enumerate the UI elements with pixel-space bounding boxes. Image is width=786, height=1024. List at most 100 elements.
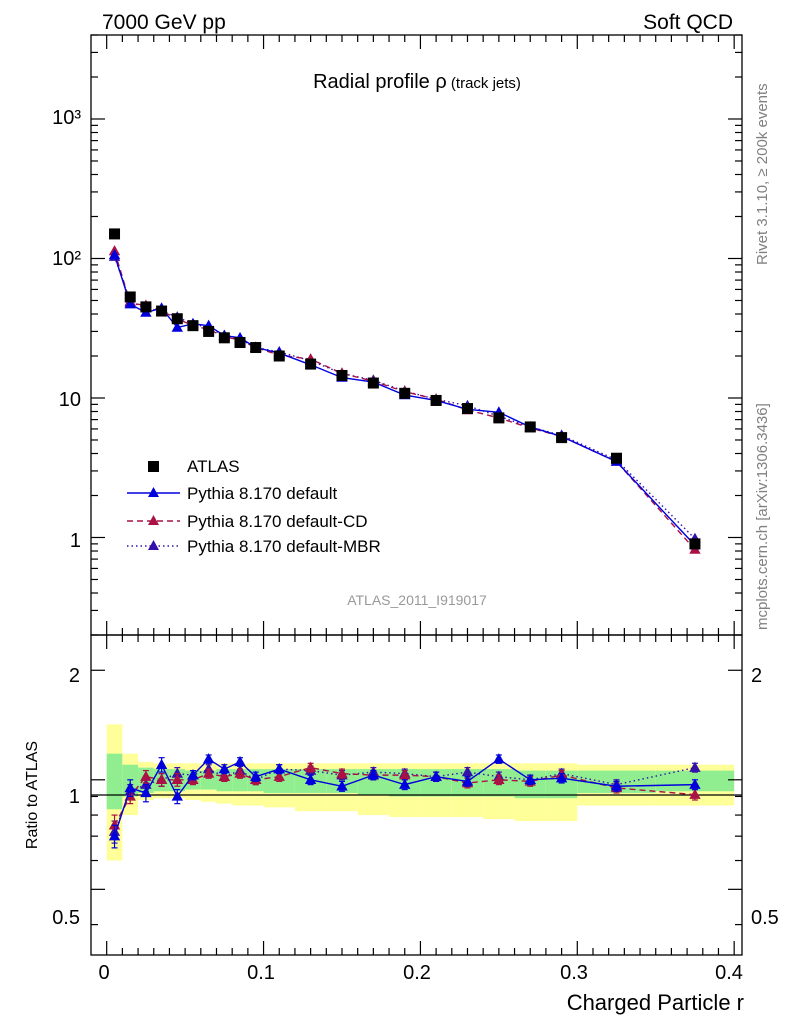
ratio-plot-frame — [90, 634, 743, 956]
ratio-ytick-label-1: 1 — [69, 786, 80, 808]
main-plot-axes — [91, 34, 742, 636]
main-point-pythia-8-170-default-1 — [124, 298, 136, 309]
main-plot-title-suffix: (track jets) — [447, 75, 521, 92]
legend-marker-atlas — [148, 461, 159, 472]
xtick-label-0.4: 0.4 — [715, 962, 743, 984]
ratio-plot-panel: 2 1 0.5 2 0.5 0 0.1 0.2 0.3 0.4 Charged … — [24, 634, 779, 1015]
main-point-pythia-8-170-default-0 — [108, 248, 121, 260]
ratio-point-pythia-8-170-default-14 — [399, 778, 411, 789]
xtick-label-0: 0 — [98, 962, 109, 984]
main-point-atlas-10 — [273, 350, 285, 362]
ratio-point-pythia-8-170-default-6 — [202, 753, 215, 764]
ratio-point-pythia-8-170-default-cd-12 — [336, 767, 348, 778]
ratio-point-pythia-8-170-default-3 — [155, 758, 168, 769]
main-series-pythia-8-170-default-cd — [108, 245, 701, 554]
ratio-point-pythia-8-170-default-12 — [336, 780, 348, 791]
ratio-line-pythia-8-170-default-mbr — [113, 766, 696, 832]
legend-entry-pythia-mbr: Pythia 8.170 default-MBR — [127, 537, 381, 556]
ratio-point-pythia-8-170-default-cd-7 — [218, 770, 231, 781]
ratio-point-pythia-8-170-default-cd-11 — [304, 761, 317, 772]
ratio-uncertainty-bands — [106, 724, 735, 861]
main-point-atlas-2 — [140, 301, 152, 313]
legend: ATLAS Pythia 8.170 default Pythia 8.170 … — [127, 457, 381, 556]
main-ytick-label-1000: 10³ — [52, 107, 81, 129]
main-point-atlas-1 — [124, 291, 136, 303]
main-point-atlas-6 — [203, 325, 215, 337]
main-point-atlas-18 — [524, 421, 536, 433]
ratio-plot-axes — [91, 635, 742, 955]
main-point-pythia-8-170-default-4 — [171, 321, 183, 332]
main-point-atlas-8 — [234, 336, 246, 348]
ratio-point-pythia-8-170-default-7 — [218, 763, 231, 774]
ratio-point-pythia-8-170-default-cd-8 — [234, 767, 246, 778]
main-point-atlas-16 — [461, 403, 473, 415]
ratio-point-pythia-8-170-default-20 — [610, 780, 623, 791]
main-ytick-label-1: 1 — [70, 530, 81, 552]
main-point-atlas-15 — [430, 394, 442, 406]
ratio-point-pythia-8-170-default-13 — [367, 769, 380, 780]
legend-entry-pythia-cd: Pythia 8.170 default-CD — [127, 512, 368, 531]
ratio-point-pythia-8-170-default-21 — [689, 778, 701, 789]
ratio-ytick-label-2: 2 — [69, 665, 80, 687]
ratio-point-pythia-8-170-default-0 — [108, 830, 121, 841]
legend-label-pythia-default: Pythia 8.170 default — [187, 484, 338, 503]
ratio-point-pythia-8-170-default-11 — [304, 773, 317, 784]
ratio-ytick-label-0.5: 0.5 — [52, 907, 80, 929]
main-point-atlas-11 — [305, 358, 317, 370]
ratio-inner-band-0 — [106, 753, 123, 810]
ratio-point-pythia-8-170-default-4 — [171, 790, 183, 801]
x-axis-label: Charged Particle r — [567, 990, 744, 1015]
ratio-line-pythia-8-170-default — [113, 758, 695, 837]
ratio-point-pythia-8-170-default-cd-21 — [689, 788, 701, 799]
main-point-atlas-21 — [689, 538, 701, 550]
ratio-point-pythia-8-170-default-mbr-21 — [689, 761, 701, 772]
ratio-point-pythia-8-170-default-2 — [140, 786, 152, 798]
ratio-point-pythia-8-170-default-cd-14 — [399, 769, 411, 780]
legend-label-pythia-mbr: Pythia 8.170 default-MBR — [187, 537, 381, 556]
legend-marker-pythia-mbr — [148, 540, 159, 550]
main-plot-title-main: Radial profile — [313, 71, 435, 93]
legend-marker-pythia-default — [148, 487, 159, 497]
main-line-pythia-8-170-default — [113, 254, 696, 546]
main-plot-title: Radial profile ρ (track jets) — [313, 71, 521, 93]
ratio-plot-marks — [108, 753, 701, 849]
rivet-version-label: Rivet 3.1.10, ≥ 200k events — [754, 83, 771, 265]
main-series-atlas — [109, 228, 701, 550]
main-point-atlas-9 — [250, 342, 262, 354]
ratio-ytick-label-0.5-right: 0.5 — [751, 907, 779, 929]
ratio-point-pythia-8-170-default-5 — [187, 769, 199, 780]
main-plot-panel: Radial profile ρ (track jets) ATLAS_2011… — [52, 34, 743, 636]
header-energy-label: 7000 GeV pp — [102, 11, 226, 34]
main-line-pythia-8-170-default-cd — [113, 250, 696, 550]
ratio-point-pythia-8-170-default-18 — [524, 773, 536, 784]
ratio-point-pythia-8-170-default-15 — [430, 770, 442, 781]
ratio-point-pythia-8-170-default-cd-3 — [155, 773, 168, 784]
ratio-series-pythia-8-170-default — [108, 753, 701, 849]
legend-label-pythia-cd: Pythia 8.170 default-CD — [187, 512, 368, 531]
ratio-point-pythia-8-170-default-17 — [493, 753, 505, 764]
ratio-point-pythia-8-170-default-16 — [461, 775, 474, 786]
main-point-atlas-19 — [556, 432, 568, 444]
main-point-atlas-3 — [156, 305, 168, 317]
main-ytick-label-10: 10 — [59, 389, 81, 411]
main-point-atlas-7 — [218, 332, 230, 344]
main-point-atlas-17 — [493, 412, 505, 424]
ratio-point-pythia-8-170-default-cd-4 — [171, 773, 183, 784]
legend-entry-atlas: ATLAS — [148, 457, 240, 476]
main-point-atlas-0 — [109, 228, 121, 240]
main-point-atlas-5 — [187, 320, 199, 332]
main-plot-title-symbol: ρ — [435, 71, 446, 93]
main-point-atlas-20 — [611, 452, 623, 464]
ratio-point-pythia-8-170-default-mbr-16 — [461, 766, 474, 777]
header-category-label: Soft QCD — [643, 11, 733, 34]
ratio-ytick-label-2-right: 2 — [751, 665, 762, 687]
main-plot-marks — [108, 228, 701, 554]
ratio-point-pythia-8-170-default-cd-10 — [273, 770, 285, 781]
ratio-point-pythia-8-170-default-19 — [555, 772, 568, 783]
main-point-atlas-14 — [399, 387, 411, 399]
ratio-point-pythia-8-170-default-mbr-4 — [171, 767, 183, 778]
xtick-label-0.3: 0.3 — [560, 962, 588, 984]
ratio-point-pythia-8-170-default-cd-17 — [493, 773, 505, 784]
ratio-point-pythia-8-170-default-8 — [234, 755, 246, 767]
